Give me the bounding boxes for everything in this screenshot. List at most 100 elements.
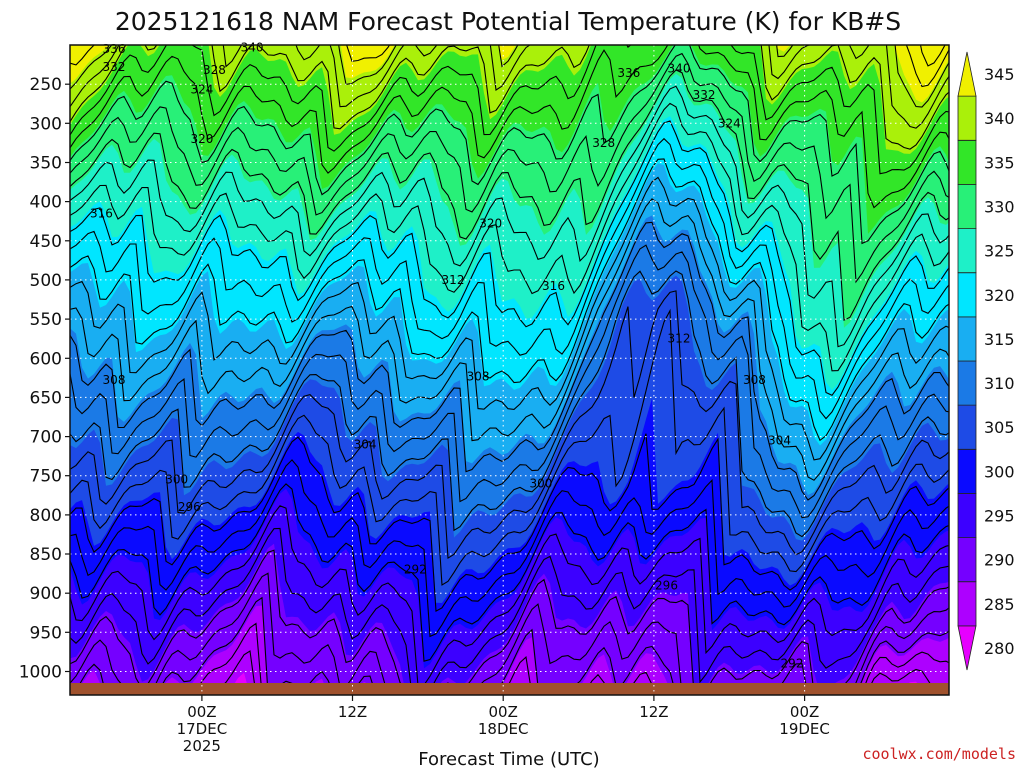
- contour-line-326: [70, 85, 949, 348]
- contour-label-text: 332: [103, 60, 126, 74]
- y-tick-label-450: 450: [30, 232, 62, 252]
- colorbar-swatch-325: [957, 228, 977, 274]
- contour-label-328-3: 328: [203, 63, 226, 77]
- contour-label-340-5: 340: [668, 62, 691, 76]
- y-tick-label-350: 350: [30, 154, 62, 174]
- contour-label-text: 336: [103, 42, 126, 56]
- contour-line-306: [70, 290, 949, 560]
- colorbar-label-290: 290: [984, 551, 1015, 570]
- contour-line-334: [70, 45, 949, 209]
- colorbar-label-330: 330: [984, 198, 1015, 217]
- contour-label-text: 304: [354, 437, 377, 451]
- contour-line-330: [70, 52, 949, 284]
- y-tick-label-300: 300: [30, 114, 62, 134]
- colorbar-label-305: 305: [984, 418, 1015, 437]
- colorbar-label-285: 285: [984, 595, 1015, 614]
- y-tick-label-550: 550: [30, 310, 62, 330]
- y-tick-label-600: 600: [30, 349, 62, 369]
- y-tick-label-850: 850: [30, 545, 62, 565]
- contour-label-308-19: 308: [103, 373, 126, 387]
- colorbar-swatch-310: [957, 360, 977, 406]
- x-tick-label-30-0: 00Z: [489, 703, 518, 721]
- plot-area: [70, 45, 949, 695]
- colorbar-swatch-335: [957, 139, 977, 185]
- contour-label-text: 340: [668, 62, 691, 76]
- colorbar-swatch-285: [957, 581, 977, 627]
- x-tick-label-6-1: 17DEC: [177, 720, 228, 738]
- colorbar-swatch-305: [957, 404, 977, 450]
- contour-label-text: 340: [241, 40, 264, 54]
- x-tick-label-6-2: 2025: [183, 737, 221, 755]
- contour-line-324: [70, 102, 949, 372]
- contour-label-text: 332: [693, 88, 716, 102]
- y-tick-label-500: 500: [30, 271, 62, 291]
- contour-label-text: 296: [178, 500, 201, 514]
- contour-line-292: [70, 549, 949, 695]
- contour-label-text: 328: [592, 136, 615, 150]
- contour-line-332: [70, 45, 949, 245]
- contour-line-340: [70, 45, 949, 129]
- y-tick-label-1000: 1000: [19, 663, 62, 683]
- contour-label-text: 320: [479, 217, 502, 231]
- contour-label-296-33: 296: [655, 578, 678, 592]
- contour-label-332-2: 332: [103, 60, 126, 74]
- colorbar-label-325: 325: [984, 242, 1015, 261]
- contour-label-text: 324: [718, 116, 741, 130]
- contour-line-336: [70, 45, 949, 175]
- contour-label-292-32: 292: [404, 563, 427, 577]
- contour-line-320: [70, 137, 949, 420]
- colorbar-swatch-315: [957, 316, 977, 362]
- contour-label-316-16: 316: [542, 279, 565, 293]
- contour-line-316: [70, 176, 949, 461]
- colorbar-label-340: 340: [984, 109, 1015, 128]
- colorbar-label-295: 295: [984, 507, 1015, 526]
- contour-label-296-30: 296: [178, 500, 201, 514]
- colorbar-label-335: 335: [984, 153, 1015, 172]
- contour-line-290: [70, 572, 949, 695]
- colorbar-label-280: 280: [984, 639, 1015, 658]
- y-tick-label-800: 800: [30, 506, 62, 526]
- y-tick-label-700: 700: [30, 428, 62, 448]
- contour-label-text: 328: [203, 63, 226, 77]
- contour-label-324-6: 324: [190, 83, 213, 97]
- x-tick-label-54-1: 19DEC: [779, 720, 830, 738]
- contour-label-336-4: 336: [617, 66, 640, 80]
- contour-line-308: [70, 270, 949, 538]
- contour-label-304-25: 304: [768, 434, 791, 448]
- colorbar-swatch-345: [957, 51, 977, 97]
- contour-label-308-20: 308: [467, 369, 490, 383]
- contour-line-322: [70, 120, 949, 396]
- contour-label-320-14: 320: [479, 217, 502, 231]
- contour-label-300-28: 300: [529, 477, 552, 491]
- colorbar-label-345: 345: [984, 65, 1015, 84]
- contour-label-text: 316: [90, 206, 113, 220]
- contour-label-304-24: 304: [354, 437, 377, 451]
- colorbar-label-320: 320: [984, 286, 1015, 305]
- contour-label-312-18: 312: [668, 332, 691, 346]
- contour-line-302: [70, 433, 949, 612]
- contour-label-300-27: 300: [165, 473, 188, 487]
- contour-label-text: 312: [668, 332, 691, 346]
- contour-label-292-35: 292: [781, 657, 804, 671]
- contour-line-286: [70, 622, 949, 695]
- chart-title: 2025121618 NAM Forecast Potential Temper…: [115, 7, 901, 36]
- theta-band-290: [70, 543, 949, 695]
- contour-line-296: [70, 505, 949, 687]
- contour-label-text: 300: [165, 473, 188, 487]
- y-tick-label-400: 400: [30, 193, 62, 213]
- contour-line-342: [70, 45, 949, 108]
- colorbar-label-315: 315: [984, 330, 1015, 349]
- contour-label-text: 324: [190, 83, 213, 97]
- contour-label-text: 336: [617, 66, 640, 80]
- contour-label-text: 308: [103, 373, 126, 387]
- contour-label-text: 308: [467, 369, 490, 383]
- x-tick-label-6-0: 00Z: [187, 703, 216, 721]
- contour-label-320-9: 320: [190, 132, 213, 146]
- colorbar-swatch-295: [957, 493, 977, 538]
- contour-line-300: [70, 459, 949, 638]
- contour-label-text: 320: [190, 132, 213, 146]
- colorbar-swatch-320: [957, 272, 977, 318]
- contour-line-338: [70, 45, 949, 150]
- plot-frame: [69, 44, 950, 696]
